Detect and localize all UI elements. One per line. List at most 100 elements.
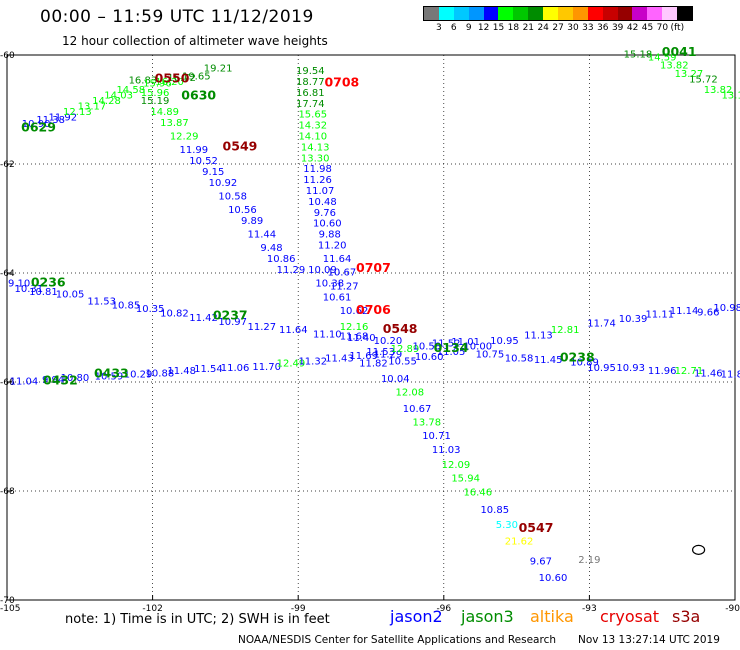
- pass-time-label: 0041: [662, 44, 697, 59]
- satellite-legend-jason3: jason3: [461, 607, 514, 626]
- swh-point: 11.64: [279, 325, 308, 336]
- swh-point: 11.99: [180, 145, 209, 156]
- y-tick-label: -66: [0, 378, 15, 388]
- axis-ticks: -105 -102 -99 -96 -93 -90 -60 -62 -64 -66 -68 -70: [0, 51, 740, 614]
- swh-point: 16.81: [296, 88, 325, 99]
- swh-point: 10.98: [713, 303, 740, 314]
- pass-time-label: 0432: [43, 373, 78, 388]
- swh-point: 15.18: [624, 50, 653, 61]
- swh-point: 10.39: [619, 314, 648, 325]
- swh-point: 11.70: [252, 362, 281, 373]
- swh-point: 11.48: [167, 366, 196, 377]
- x-tick-label: -99: [291, 604, 306, 614]
- swh-point: 10.29: [124, 370, 153, 381]
- swh-point: 11.42: [189, 313, 218, 324]
- colorbar-label: 9: [465, 23, 472, 33]
- swh-point: 12.89: [391, 344, 420, 355]
- swh-point: 12.81: [551, 325, 580, 336]
- swh-point: 15.96: [143, 79, 172, 90]
- swh-point: 13.87: [160, 118, 189, 129]
- swh-point: 11.98: [303, 164, 332, 175]
- generation-timestamp: Nov 13 13:27:14 UTC 2019: [578, 634, 720, 646]
- swh-point: 9.67: [530, 557, 552, 568]
- swh-point: 10.61: [323, 292, 352, 303]
- pass-time-label: 0629: [21, 119, 56, 134]
- island-outline: [691, 544, 706, 555]
- swh-point: 10.60: [539, 573, 568, 584]
- units-note: note: 1) Time is in UTC; 2) SWH is in fe…: [65, 612, 330, 627]
- pass-time-label: 0549: [223, 138, 258, 153]
- colorbar-swatch: [617, 7, 633, 20]
- swh-point: 19.54: [296, 66, 325, 77]
- swh-point: 11.96: [648, 366, 677, 377]
- colorbar-labels: 3 6 9 12 15 18 21 24 27 30 33 36 39 42 45 70 (ft): [423, 21, 693, 33]
- swh-point: 10.48: [308, 197, 337, 208]
- colorbar-label: 33: [582, 23, 594, 33]
- swh-point: 11.40: [347, 333, 376, 344]
- swh-point: 10.93: [616, 363, 645, 374]
- y-tick-label: -70: [0, 596, 15, 606]
- swh-point: 12.13: [63, 107, 92, 118]
- swh-point: 17.74: [296, 99, 325, 110]
- colorbar-swatch: [543, 7, 559, 20]
- swh-point: 5.30: [496, 520, 518, 531]
- colorbar-swatch: [468, 7, 484, 20]
- swh-point: 11.20: [318, 240, 347, 251]
- colorbar-swatch: [602, 7, 618, 20]
- swh-point: 11.69: [349, 351, 378, 362]
- swh-point: 10.88: [146, 369, 175, 380]
- swh-point: 12.09: [442, 460, 471, 471]
- swh-point: 10.56: [228, 205, 257, 216]
- pass-time-label: 0707: [356, 260, 391, 275]
- pass-time-labels: 0629 0550 0630 0549 0708 0707 0706 0548 0547 0236…: [21, 44, 696, 535]
- colorbar-swatch: [483, 7, 499, 20]
- swh-point: 11.29: [277, 265, 306, 276]
- x-tick-label: -102: [142, 604, 162, 614]
- colorbar-swatch: [424, 7, 439, 20]
- colorbar-swatch: [513, 7, 529, 20]
- swh-point: 11.32: [298, 357, 327, 368]
- swh-point: 13.1: [721, 91, 740, 102]
- swh-point: 9.89: [241, 216, 263, 227]
- colorbar-label: 6: [450, 23, 457, 33]
- pass-time-label: 0547: [519, 520, 554, 535]
- x-tick-label: -90: [725, 604, 740, 614]
- swh-point: 10.04: [381, 374, 410, 385]
- colorbar-swatch: [572, 7, 588, 20]
- swh-point: 11.27: [330, 281, 359, 292]
- colorbar-swatches: [423, 6, 694, 21]
- swh-point: 11.07: [306, 186, 335, 197]
- swh-point: 16.46: [463, 487, 492, 498]
- chart-subtitle: 12 hour collection of altimeter wave hei…: [62, 34, 328, 48]
- swh-point: 11.26: [303, 175, 332, 186]
- swh-point: 10.05: [56, 290, 85, 301]
- swh-point: 11.53: [366, 347, 395, 358]
- swh-point: 2.19: [578, 555, 600, 566]
- swh-point: 19.65: [182, 72, 211, 83]
- credit-line: NOAA/NESDIS Center for Satellite Applica…: [238, 634, 556, 646]
- swh-point: 10.67: [403, 404, 432, 415]
- colorbar-legend: 3 6 9 12 15 18 21 24 27 30 33 36 39 42 45 70 (ft): [423, 6, 694, 33]
- swh-point: 15.65: [298, 110, 327, 121]
- swh-point: 10.92: [209, 178, 238, 189]
- swh-point: 10.85: [480, 505, 509, 516]
- swh-point: 12.08: [396, 388, 425, 399]
- swh-point: 13.27: [675, 69, 704, 80]
- swh-point: 10.85: [112, 300, 141, 311]
- colorbar-label: 24: [537, 23, 549, 33]
- swh-point: 9.76: [314, 208, 336, 219]
- colorbar-swatch: [558, 7, 573, 20]
- swh-point: 11.43: [325, 353, 354, 364]
- colorbar-label: 39: [611, 23, 624, 33]
- swh-point: 10.31: [15, 284, 44, 295]
- colorbar-label: (ft): [670, 23, 685, 33]
- swh-point: 11.13: [524, 330, 553, 341]
- swh-point: 11.85: [721, 370, 740, 381]
- swh-point: 10.82: [160, 309, 189, 320]
- swh-point: 10.95: [587, 363, 616, 374]
- swh-point: 13.82: [704, 85, 733, 96]
- x-tick-label: -93: [582, 604, 597, 614]
- y-tick-label: -64: [0, 269, 15, 279]
- swh-point: 11.45: [534, 355, 563, 366]
- swh-point: 11.14: [670, 306, 699, 317]
